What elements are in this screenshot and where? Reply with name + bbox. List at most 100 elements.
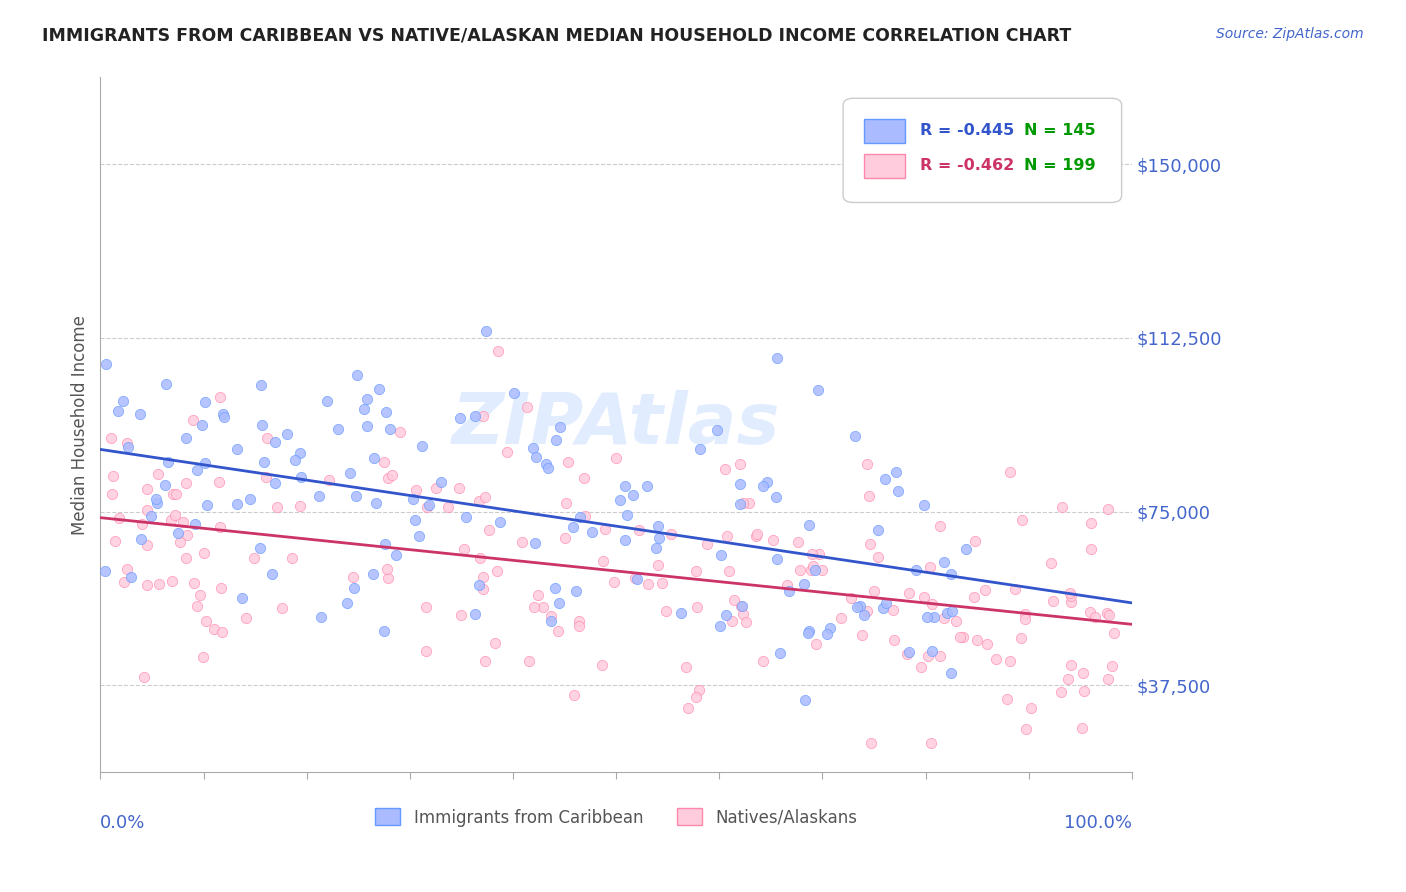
Point bbox=[290, 500, 312, 514]
Point bbox=[1080, 516, 1102, 530]
Point bbox=[733, 496, 755, 510]
Point bbox=[117, 562, 139, 576]
Point bbox=[471, 582, 494, 597]
Point bbox=[374, 404, 396, 418]
Point bbox=[209, 581, 232, 595]
Point bbox=[141, 508, 163, 523]
Point bbox=[886, 483, 908, 498]
Point bbox=[621, 488, 644, 502]
Point bbox=[776, 578, 799, 592]
Point bbox=[728, 497, 751, 511]
Point bbox=[1101, 658, 1123, 673]
Point bbox=[685, 690, 707, 705]
Point bbox=[896, 647, 918, 661]
Point bbox=[1011, 513, 1033, 527]
Point bbox=[186, 462, 208, 476]
Point bbox=[472, 570, 495, 584]
Point bbox=[973, 582, 995, 597]
Point bbox=[450, 608, 472, 623]
Point bbox=[135, 538, 157, 552]
Point bbox=[239, 491, 262, 506]
Point bbox=[415, 599, 437, 614]
Point bbox=[872, 601, 894, 615]
Point bbox=[716, 529, 738, 543]
Point bbox=[883, 632, 905, 647]
Point bbox=[447, 481, 470, 495]
Point bbox=[851, 628, 873, 642]
Point bbox=[998, 465, 1021, 479]
Point bbox=[939, 566, 962, 581]
Point bbox=[769, 647, 792, 661]
Point bbox=[904, 563, 927, 577]
Point bbox=[167, 525, 190, 540]
Point bbox=[547, 595, 569, 609]
Point bbox=[651, 576, 673, 591]
Point bbox=[193, 546, 215, 560]
Text: Source: ZipAtlas.com: Source: ZipAtlas.com bbox=[1216, 27, 1364, 41]
Legend: Immigrants from Caribbean, Natives/Alaskans: Immigrants from Caribbean, Natives/Alask… bbox=[368, 802, 863, 833]
Point bbox=[120, 570, 142, 584]
Point bbox=[146, 495, 169, 509]
Text: N = 199: N = 199 bbox=[1024, 158, 1095, 173]
Point bbox=[524, 450, 547, 465]
Point bbox=[486, 343, 509, 358]
Point bbox=[766, 351, 789, 366]
Point bbox=[402, 492, 425, 507]
Point bbox=[884, 465, 907, 479]
Point bbox=[136, 578, 159, 592]
Point bbox=[765, 552, 787, 566]
Point bbox=[554, 496, 576, 510]
Point bbox=[169, 534, 191, 549]
Point bbox=[363, 451, 385, 466]
Point bbox=[762, 533, 785, 548]
Point bbox=[111, 394, 134, 409]
Point bbox=[557, 455, 579, 469]
Point bbox=[963, 533, 986, 548]
Point bbox=[846, 600, 869, 615]
Point bbox=[936, 606, 959, 620]
Text: ZIPAtlas: ZIPAtlas bbox=[451, 390, 780, 459]
Point bbox=[464, 409, 486, 423]
Point bbox=[591, 658, 613, 673]
Point bbox=[430, 475, 453, 490]
Point bbox=[162, 574, 184, 588]
Point bbox=[1097, 502, 1119, 516]
Point bbox=[752, 479, 775, 493]
Point bbox=[628, 524, 651, 538]
Point bbox=[356, 418, 378, 433]
Point bbox=[146, 467, 169, 482]
Point bbox=[544, 581, 567, 595]
Point bbox=[523, 536, 546, 550]
Point bbox=[527, 588, 550, 602]
Point bbox=[212, 410, 235, 425]
Point bbox=[375, 562, 398, 576]
Point bbox=[1097, 606, 1119, 620]
Point bbox=[765, 490, 787, 504]
Point bbox=[616, 508, 638, 523]
Point bbox=[554, 531, 576, 545]
Point bbox=[696, 537, 718, 551]
Point bbox=[800, 563, 823, 577]
Point bbox=[162, 486, 184, 500]
Point bbox=[416, 500, 439, 515]
Point bbox=[921, 597, 943, 611]
Point bbox=[688, 683, 710, 698]
Point bbox=[728, 457, 751, 471]
Point bbox=[756, 475, 779, 489]
Point bbox=[250, 378, 273, 392]
Point bbox=[418, 498, 440, 512]
Point bbox=[839, 591, 862, 606]
Point bbox=[609, 492, 631, 507]
Point bbox=[404, 513, 426, 527]
FancyBboxPatch shape bbox=[863, 120, 905, 144]
Point bbox=[415, 644, 437, 658]
Point bbox=[336, 596, 359, 610]
Point bbox=[593, 522, 616, 536]
Point bbox=[897, 585, 920, 599]
Point bbox=[928, 648, 950, 663]
Point bbox=[807, 383, 830, 397]
Point bbox=[915, 610, 938, 624]
Point bbox=[966, 632, 988, 647]
Point bbox=[562, 688, 585, 702]
Point bbox=[381, 468, 404, 483]
